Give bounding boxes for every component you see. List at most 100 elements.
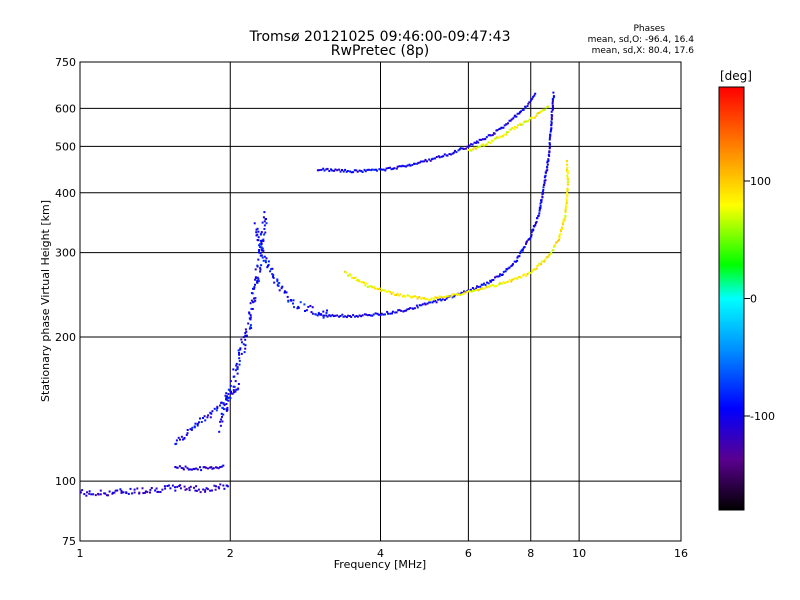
echo-point: [560, 230, 562, 233]
echo-point: [558, 238, 561, 241]
echo-point: [253, 286, 256, 289]
echo-point: [80, 491, 82, 494]
echo-point: [245, 330, 248, 333]
echo-point: [254, 283, 256, 286]
echo-point: [454, 149, 456, 152]
echo-point: [272, 275, 274, 278]
echo-point: [290, 299, 293, 302]
echo-point: [328, 170, 331, 172]
echo-point: [189, 485, 192, 488]
echo-point: [539, 205, 542, 207]
echo-point: [366, 168, 369, 171]
echo-point: [216, 466, 219, 469]
echo-point: [548, 253, 551, 256]
echo-point: [563, 217, 566, 220]
echo-point: [204, 419, 207, 422]
echo-point: [504, 270, 507, 273]
echo-point: [211, 410, 214, 413]
echo-point: [299, 301, 302, 304]
echo-point: [256, 279, 259, 282]
echo-point: [261, 249, 264, 252]
echo-point: [221, 415, 223, 418]
echo-point: [259, 268, 262, 271]
echo-point: [105, 494, 108, 497]
echo-point: [334, 168, 337, 171]
echo-point: [229, 397, 232, 400]
echo-point: [547, 158, 550, 161]
echo-point: [251, 292, 254, 295]
echo-point: [535, 220, 538, 223]
echo-point: [480, 138, 483, 141]
echo-point: [149, 491, 151, 494]
echo-point: [220, 401, 223, 404]
echo-point: [454, 293, 457, 296]
echo-point: [352, 171, 355, 174]
echo-point: [381, 289, 384, 292]
echo-point: [244, 347, 247, 350]
echo-point: [368, 314, 371, 316]
echo-point: [248, 327, 251, 330]
echo-point: [244, 344, 247, 347]
echo-point: [566, 187, 569, 190]
echo-point: [232, 368, 235, 371]
echo-point: [403, 294, 405, 297]
x-axis-label: Frequency [MHz]: [334, 558, 426, 571]
echo-point: [524, 106, 527, 109]
echo-point: [257, 236, 260, 239]
echo-point: [351, 276, 353, 279]
x-tick-label: 10: [572, 547, 586, 560]
echo-point: [187, 468, 190, 471]
echo-point: [401, 164, 404, 167]
echo-point: [94, 494, 97, 497]
echo-point: [567, 183, 570, 186]
echo-point: [394, 294, 396, 296]
echo-point: [360, 281, 363, 284]
echo-point: [237, 349, 240, 352]
echo-point: [501, 273, 504, 276]
echo-point: [352, 314, 355, 317]
echo-point: [504, 282, 506, 284]
echo-point: [224, 394, 227, 397]
echo-point: [549, 133, 552, 136]
echo-point: [528, 271, 531, 274]
echo-point: [524, 274, 527, 277]
echo-point: [202, 417, 204, 419]
echo-point: [341, 313, 344, 316]
echo-point: [231, 392, 234, 395]
echo-point: [214, 488, 217, 491]
echo-point: [349, 315, 351, 317]
echo-point: [233, 390, 236, 393]
echo-point: [540, 199, 543, 201]
echo-point: [226, 395, 228, 398]
echo-point: [254, 278, 257, 281]
echo-point: [531, 97, 534, 100]
echo-point: [264, 259, 267, 262]
echo-point: [455, 151, 458, 154]
echo-point: [548, 154, 551, 157]
echo-point: [428, 158, 431, 161]
echo-point: [188, 489, 191, 492]
echo-point: [325, 311, 328, 314]
echo-point: [352, 277, 355, 280]
echo-point: [176, 485, 179, 488]
echo-point: [471, 143, 474, 146]
echo-point: [200, 421, 203, 423]
phase-stats-x: mean, sd,X: 80.4, 17.6: [592, 46, 695, 56]
echo-point: [435, 296, 438, 299]
echo-point: [453, 295, 456, 298]
echo-point: [310, 311, 313, 314]
echo-point: [371, 168, 374, 171]
echo-point: [534, 268, 537, 271]
echo-point: [566, 190, 569, 193]
echo-point: [505, 123, 508, 126]
echo-point: [543, 183, 546, 186]
echo-point: [538, 262, 541, 265]
echo-point: [416, 297, 419, 300]
echo-point: [195, 467, 198, 470]
echo-point: [541, 195, 544, 198]
echo-point: [263, 233, 266, 236]
echo-point: [237, 387, 240, 390]
echo-point: [281, 285, 284, 288]
echo-point: [488, 134, 491, 137]
echo-point: [218, 430, 221, 433]
